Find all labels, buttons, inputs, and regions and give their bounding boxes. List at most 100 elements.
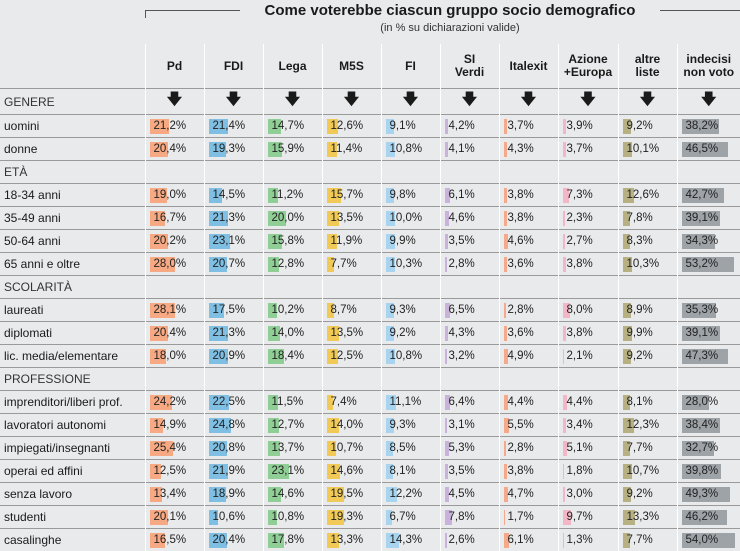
value-cell: 9,7% (558, 506, 618, 529)
value-label: 10,2% (272, 300, 305, 321)
value-cell: 4,6% (499, 230, 558, 253)
value-label: 14,3% (390, 530, 423, 551)
value-cell: 10,3% (618, 253, 677, 276)
value-label: 7,7% (627, 530, 653, 551)
value-cell: 9,3% (381, 414, 440, 437)
value-cell: 21,2% (145, 115, 204, 138)
value-label: 17,5% (213, 300, 246, 321)
value-cell: 28,0% (677, 391, 740, 414)
value-label: 4,6% (508, 231, 534, 252)
value-cell: 19,0% (145, 184, 204, 207)
empty-cell (618, 276, 677, 299)
value-label: 6,7% (390, 507, 416, 528)
value-bar (504, 303, 507, 318)
arrow-down-icon: 🡇 (440, 89, 499, 115)
value-label: 24,8% (213, 415, 246, 436)
value-cell: 10,0% (381, 207, 440, 230)
empty-cell (263, 276, 322, 299)
value-cell: 9,1% (381, 115, 440, 138)
value-cell: 13,5% (322, 207, 381, 230)
value-cell: 42,7% (677, 184, 740, 207)
value-label: 13,3% (627, 507, 660, 528)
column-header-1: FDI (204, 44, 263, 89)
value-cell: 17,8% (263, 529, 322, 551)
value-bar (563, 326, 567, 341)
value-cell: 13,5% (322, 322, 381, 345)
arrow-down-icon: 🡇 (558, 89, 618, 115)
value-label: 9,9% (627, 323, 653, 344)
arrow-down-icon: 🡇 (677, 89, 740, 115)
value-cell: 14,0% (322, 414, 381, 437)
value-label: 19,5% (331, 484, 364, 505)
empty-cell (145, 368, 204, 391)
value-cell: 12,2% (381, 483, 440, 506)
value-cell: 21,3% (204, 322, 263, 345)
value-cell: 9,2% (618, 483, 677, 506)
value-label: 12,6% (627, 185, 660, 206)
empty-cell (499, 161, 558, 184)
row-label: laureati (0, 299, 145, 322)
value-cell: 23,1% (263, 460, 322, 483)
value-label: 6,5% (449, 300, 475, 321)
value-label: 1,7% (508, 507, 534, 528)
value-label: 15,8% (272, 231, 305, 252)
value-cell: 8,1% (618, 391, 677, 414)
value-cell: 19,3% (322, 506, 381, 529)
value-cell: 5,3% (440, 437, 499, 460)
value-cell: 39,8% (677, 460, 740, 483)
value-bar (504, 257, 507, 272)
value-cell: 11,4% (322, 138, 381, 161)
empty-cell (440, 276, 499, 299)
section-row: ETÀ (0, 161, 740, 184)
value-label: 21,9% (213, 461, 246, 482)
value-label: 11,2% (272, 185, 304, 206)
value-label: 17,8% (272, 530, 305, 551)
value-cell: 20,4% (145, 322, 204, 345)
value-label: 5,1% (567, 438, 593, 459)
value-bar (445, 464, 448, 479)
value-label: 4,4% (508, 392, 534, 413)
value-cell: 10,7% (322, 437, 381, 460)
value-label: 8,9% (627, 300, 653, 321)
value-cell: 6,5% (440, 299, 499, 322)
section-row: PROFESSIONE (0, 368, 740, 391)
value-cell: 15,9% (263, 138, 322, 161)
value-cell: 13,3% (618, 506, 677, 529)
empty-cell (677, 368, 740, 391)
arrow-down-icon: 🡇 (322, 89, 381, 115)
empty-cell (263, 161, 322, 184)
arrow-row: GENERE🡇🡇🡇🡇🡇🡇🡇🡇🡇🡇 (0, 89, 740, 115)
value-label: 3,9% (567, 116, 593, 137)
empty-cell (677, 276, 740, 299)
value-bar (563, 464, 565, 479)
value-label: 10,6% (213, 507, 246, 528)
value-bar (445, 257, 448, 272)
value-cell: 21,3% (204, 207, 263, 230)
column-header-0: Pd (145, 44, 204, 89)
value-cell: 7,7% (322, 253, 381, 276)
value-cell: 13,3% (322, 529, 381, 551)
value-label: 39,1% (686, 208, 719, 229)
empty-cell (145, 276, 204, 299)
empty-cell (618, 368, 677, 391)
section-label: SCOLARITÀ (0, 276, 145, 299)
value-bar (563, 211, 565, 226)
value-cell: 4,5% (440, 483, 499, 506)
value-cell: 9,2% (381, 322, 440, 345)
value-cell: 17,5% (204, 299, 263, 322)
column-header-4: FI (381, 44, 440, 89)
value-cell: 11,1% (381, 391, 440, 414)
value-cell: 8,7% (322, 299, 381, 322)
value-cell: 2,7% (558, 230, 618, 253)
row-label: casalinghe (0, 529, 145, 551)
value-cell: 4,7% (499, 483, 558, 506)
column-header-2: Lega (263, 44, 322, 89)
value-label: 1,8% (567, 461, 593, 482)
value-bar (563, 257, 567, 272)
value-label: 3,7% (508, 116, 534, 137)
